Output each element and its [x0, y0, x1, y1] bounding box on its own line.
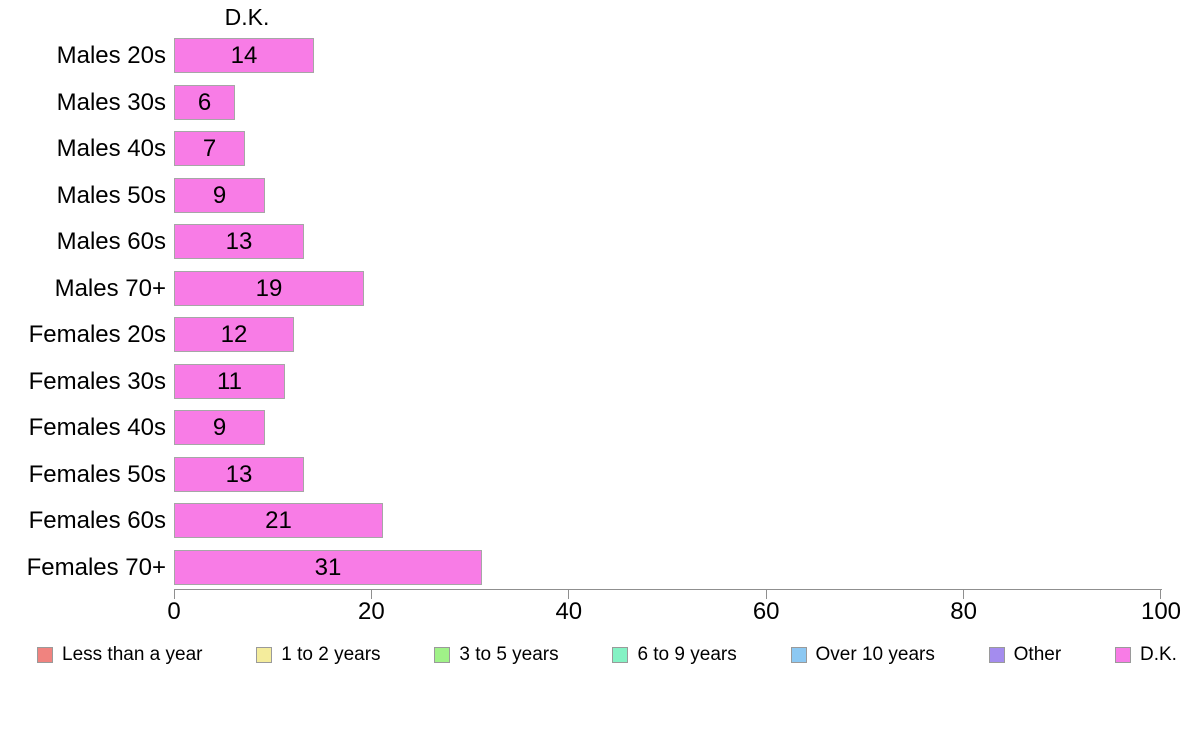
chart-title: D.K.	[224, 4, 270, 30]
legend-label: 1 to 2 years	[281, 644, 381, 665]
legend-label: 3 to 5 years	[459, 644, 559, 665]
category-label: Females 20s	[28, 321, 166, 349]
bar-value-label: 13	[225, 460, 253, 488]
bar-row: Males 70+ 19	[0, 270, 1161, 306]
bar: 13	[174, 224, 304, 260]
bar: 14	[174, 38, 314, 73]
bar: 12	[174, 317, 294, 353]
category-label: Females 60s	[28, 507, 166, 535]
legend-swatch-icon	[988, 647, 1005, 663]
category-label: Males 40s	[56, 135, 166, 163]
bar: 6	[174, 84, 235, 120]
legend-item: Other	[988, 644, 1062, 666]
x-axis-tick	[370, 589, 372, 599]
bar-value-label: 9	[212, 181, 227, 209]
bar-track: 9	[174, 177, 1161, 213]
legend-item: 3 to 5 years	[434, 644, 559, 666]
bar-value-label: 6	[197, 88, 212, 116]
bar-track: 11	[174, 363, 1161, 399]
bar-row: Females 70+ 31	[0, 549, 1161, 585]
bar-value-label: 14	[230, 42, 258, 69]
bar-track: 19	[174, 270, 1161, 306]
bar: 9	[174, 410, 265, 446]
x-axis-tick	[1160, 589, 1161, 599]
legend-item: 6 to 9 years	[612, 644, 737, 666]
bar-value-label: 13	[225, 228, 253, 256]
legend-label: D.K.	[1139, 644, 1177, 665]
category-label: Females 70+	[26, 553, 166, 581]
bar-row: Females 40s 9	[0, 410, 1161, 446]
bar-track: 9	[174, 410, 1161, 446]
legend-swatch-icon	[790, 647, 807, 663]
legend-swatch-icon	[434, 647, 451, 663]
bar-value-label: 7	[202, 135, 217, 163]
bar-row: Females 50s 13	[0, 456, 1161, 492]
category-label: Males 50s	[56, 181, 166, 209]
bar-track: 13	[174, 456, 1161, 492]
x-axis-tick	[963, 589, 965, 599]
x-axis-line	[174, 589, 1162, 590]
bar: 21	[174, 503, 383, 539]
bar-row: Males 50s 9	[0, 177, 1161, 213]
legend-label: Less than a year	[62, 644, 203, 665]
bar-value-label: 11	[217, 367, 242, 395]
bar-row: Males 40s 7	[0, 131, 1161, 167]
bar-track: 31	[174, 549, 1161, 585]
legend: Less than a year 1 to 2 years 3 to 5 years…	[37, 644, 1177, 666]
bar-row: Males 20s 14	[0, 38, 1161, 73]
bar-track: 14	[174, 38, 1161, 73]
bar-row: Males 30s 6	[0, 84, 1161, 120]
category-label: Males 30s	[56, 88, 166, 116]
x-axis-tick-label: 40	[555, 598, 583, 625]
bar-track: 12	[174, 317, 1161, 353]
bars-area: Males 20s 14 Males 30s 6 Males 40s 7 Males 50s…	[0, 38, 1161, 585]
x-axis-tick-label: 60	[752, 598, 780, 625]
x-axis-tick	[174, 589, 175, 599]
bar-value-label: 12	[220, 321, 248, 349]
x-axis-tick-label: 0	[167, 598, 181, 625]
legend-item: Over 10 years	[790, 644, 935, 666]
bar: 11	[174, 363, 285, 399]
x-axis-tick	[568, 589, 570, 599]
category-label: Females 50s	[28, 460, 166, 488]
legend-label: 6 to 9 years	[637, 644, 737, 665]
bar-track: 21	[174, 503, 1161, 539]
x-axis-tick-label: 20	[358, 598, 385, 625]
x-axis-tick-label: 80	[950, 598, 977, 625]
legend-item: 1 to 2 years	[256, 644, 381, 666]
bar-value-label: 31	[314, 553, 342, 581]
bar-value-label: 9	[212, 414, 227, 442]
bar: 9	[174, 177, 265, 213]
x-axis: 0 20 40 60 80 100	[167, 589, 1181, 629]
x-axis-tick	[765, 589, 767, 599]
legend-label: Over 10 years	[815, 644, 935, 665]
bar: 19	[174, 270, 364, 306]
category-label: Males 20s	[56, 42, 166, 69]
bar-row: Females 30s 11	[0, 363, 1161, 399]
category-label: Males 60s	[56, 228, 166, 256]
bar-value-label: 19	[255, 274, 283, 302]
legend-swatch-icon	[37, 647, 53, 663]
bar-value-label: 21	[265, 507, 292, 535]
legend-label: Other	[1013, 644, 1062, 665]
bar: 31	[174, 549, 482, 585]
bar-row: Females 20s 12	[0, 317, 1161, 353]
legend-swatch-icon	[612, 647, 629, 663]
bar: 13	[174, 456, 304, 492]
category-label: Females 40s	[28, 414, 166, 442]
bar: 7	[174, 131, 245, 167]
bar-row: Females 60s 21	[0, 503, 1161, 539]
category-label: Females 30s	[28, 367, 166, 395]
bar-track: 6	[174, 84, 1161, 120]
category-label: Males 70+	[54, 274, 166, 302]
legend-item: D.K.	[1114, 644, 1177, 666]
legend-swatch-icon	[256, 647, 273, 663]
legend-swatch-icon	[1114, 647, 1131, 663]
legend-item: Less than a year	[37, 644, 202, 666]
bar-track: 13	[174, 224, 1161, 260]
bar-row: Males 60s 13	[0, 224, 1161, 260]
bar-track: 7	[174, 131, 1161, 167]
x-axis-tick-label: 100	[1140, 598, 1182, 625]
